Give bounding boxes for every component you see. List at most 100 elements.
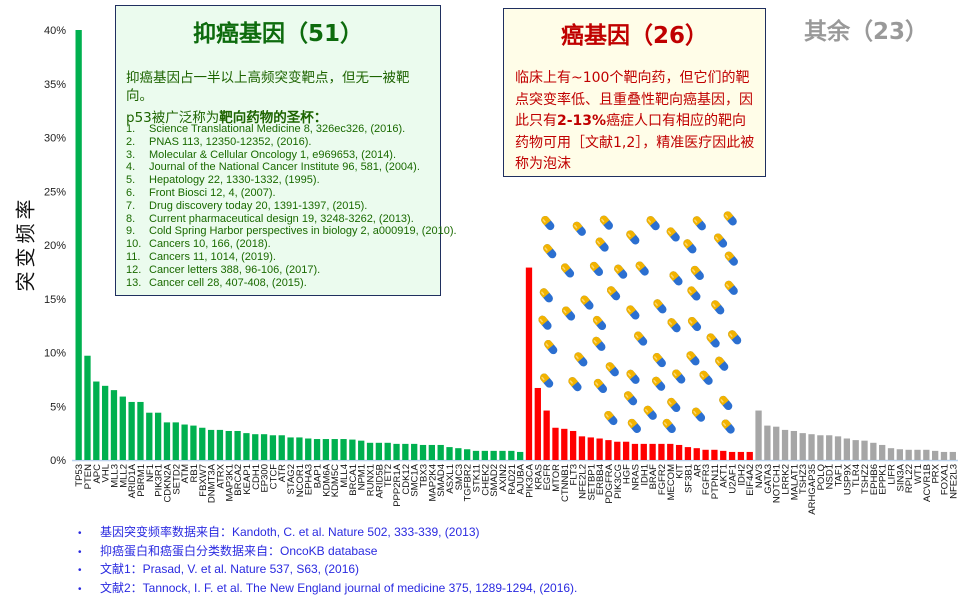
bar-ncor1	[296, 437, 302, 460]
bar-tlr4	[853, 440, 859, 460]
capsule-icon	[571, 220, 587, 237]
capsule-icon	[722, 210, 738, 227]
bar-fbxw7	[199, 428, 205, 460]
bar-hgf	[623, 442, 629, 460]
bar-lrrk2	[782, 430, 788, 460]
footnote-text: 基因突变频率数据来自：Kandoth, C. et al. Nature 502…	[100, 525, 480, 539]
bar-braf	[649, 444, 655, 460]
bar-malat1	[791, 431, 797, 460]
reference-text: Front Biosci 12, 4, (2007).	[149, 187, 276, 199]
bar-ppp2r1a	[393, 444, 399, 460]
bar-rb1	[190, 426, 196, 460]
bar-runx1	[367, 443, 373, 460]
reference-number: 8.	[126, 213, 149, 226]
bar-cdh1	[252, 434, 258, 460]
capsule-icon	[666, 317, 682, 334]
bar-apc	[93, 382, 99, 460]
capsule-icon	[632, 330, 648, 347]
footnote-item: •抑癌蛋白和癌蛋白分类数据来自：OncoKB database	[78, 543, 577, 562]
reference-number: 10.	[126, 238, 149, 251]
bar-setd2	[173, 422, 179, 460]
bar-ptpn11	[711, 450, 717, 460]
bar-notch1	[773, 427, 779, 460]
reference-text: Science Translational Medicine 8, 326ec3…	[149, 123, 405, 135]
bar-pik3ca	[526, 268, 532, 460]
reference-number: 2.	[126, 136, 149, 149]
reference-item: 10.Cancers 10, 166, (2018).	[126, 238, 457, 251]
bar-smad2	[491, 451, 497, 460]
footnote-text: 文献2：Tannock, I. F. et al. The New Englan…	[100, 581, 577, 595]
reference-item: 9.Cold Spring Harbor perspectives in bio…	[126, 225, 457, 238]
capsule-icon	[588, 260, 604, 277]
bar-sin3a	[897, 449, 903, 460]
bar-tshz2	[861, 441, 867, 460]
capsule-icon	[603, 409, 619, 426]
capsule-icon	[543, 338, 559, 355]
capsule-icon	[634, 260, 650, 277]
y-tick-label: 5%	[50, 401, 66, 413]
bar-pik3r1	[155, 413, 161, 460]
bar-ep300	[261, 434, 267, 460]
tumor-suppressor-box: 抑癌基因（51） 抑癌基因占一半以上高频突变靶点，但无一被靶向。 p53被广泛称…	[115, 5, 441, 296]
bar-eif4a2	[747, 452, 753, 460]
y-tick-label: 25%	[44, 186, 66, 198]
capsule-icon	[625, 368, 641, 385]
oncogene-desc-bold: 2-13%	[557, 113, 606, 129]
bar-mll2	[120, 397, 126, 460]
footnote-text: 抑癌蛋白和癌蛋白分类数据来自：OncoKB database	[100, 544, 377, 558]
bar-axin2	[499, 451, 505, 460]
capsule-icon	[650, 375, 666, 392]
capsule-icon	[538, 372, 554, 389]
drug-capsules	[537, 210, 743, 436]
bar-brca2	[234, 431, 240, 460]
reference-text: Cancers 10, 166, (2018).	[149, 238, 271, 250]
bar-smad4	[438, 445, 444, 460]
capsule-icon	[718, 394, 734, 411]
tumor-suppressor-title: 抑癌基因（51）	[116, 14, 440, 48]
reference-number: 5.	[126, 174, 149, 187]
capsule-icon	[712, 232, 728, 249]
capsule-icon	[642, 404, 658, 421]
bar-keap1	[243, 433, 249, 460]
bar-tbx3	[420, 445, 426, 460]
capsule-icon	[652, 298, 668, 315]
y-tick-label: 15%	[44, 294, 66, 306]
capsule-icon	[691, 215, 707, 232]
y-tick-label: 35%	[44, 79, 66, 91]
footnote-text: 文献1：Prasad, V. et al. Nature 537, S63, (…	[100, 562, 359, 576]
bullet-icon: •	[78, 526, 100, 543]
capsule-icon	[661, 417, 677, 434]
reference-number: 11.	[126, 251, 149, 264]
reference-text: Hepatology 22, 1330-1332, (1995).	[149, 174, 320, 186]
capsule-icon	[723, 279, 739, 296]
bar-lifr	[888, 448, 894, 460]
capsule-icon	[666, 396, 682, 413]
bar-nsd1	[826, 435, 832, 460]
capsule-icon	[540, 214, 556, 231]
bar-tet2	[385, 443, 391, 460]
reference-item: 6.Front Biosci 12, 4, (2007).	[126, 187, 457, 200]
bar-dnmt3a	[208, 430, 214, 460]
capsule-icon	[573, 351, 589, 368]
oncogene-box: 癌基因（26） 临床上有~100个靶向药，但它们的靶点突变率低、且重叠性靶向癌基…	[503, 8, 766, 177]
footnotes: •基因突变频率数据来自：Kandoth, C. et al. Nature 50…	[78, 524, 577, 598]
bar-erbb4	[596, 439, 602, 461]
capsule-icon	[567, 375, 583, 392]
bar-mecom	[667, 444, 673, 460]
bar-atm	[181, 425, 187, 460]
bar-setbp1	[588, 437, 594, 460]
reference-item: 3.Molecular & Cellular Oncology 1, e9696…	[126, 149, 457, 162]
y-axis-ticks: 0%5%10%15%20%25%30%35%40%	[44, 25, 66, 467]
y-tick-label: 0%	[50, 455, 66, 467]
reference-item: 8.Current pharmaceutical design 19, 3248…	[126, 213, 457, 226]
bar-pbrm1	[137, 402, 143, 460]
bar-fgfr3	[702, 450, 708, 460]
bar-sf3b1	[685, 447, 691, 460]
bar-foxa1	[941, 452, 947, 460]
bar-ajuba	[517, 452, 523, 460]
bar-npm1	[358, 441, 364, 460]
bar-acvr1b	[923, 450, 929, 460]
capsule-icon	[671, 368, 687, 385]
capsule-icon	[542, 243, 558, 260]
bar-smc3	[455, 448, 461, 460]
